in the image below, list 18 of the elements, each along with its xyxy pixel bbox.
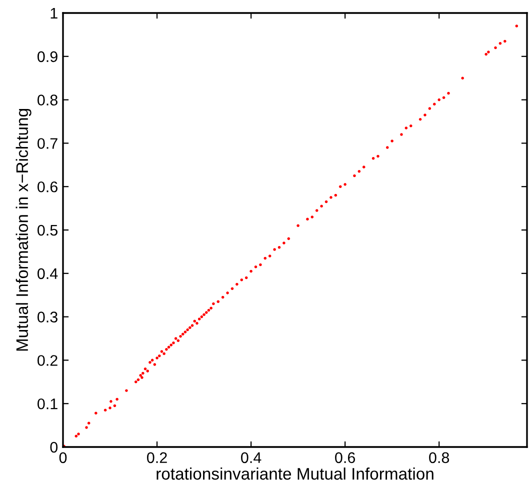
y-tick-label: 0.2 [38, 355, 58, 366]
x-tick-label: 0.6 [335, 452, 356, 464]
y-axis-title: Mutual Information in x−Richtung [16, 109, 32, 351]
y-tick-label: 0.5 [38, 224, 58, 236]
y-tick-label: 0 [50, 442, 58, 453]
y-tick-label: 0.7 [38, 138, 58, 149]
x-tick-label: 0.4 [241, 452, 262, 464]
x-tick-label: 0.2 [147, 452, 167, 464]
y-tick-label: 0.9 [38, 51, 58, 62]
y-tick-label: 0.1 [38, 398, 58, 410]
y-tick-label: 0.3 [38, 312, 58, 322]
y-tick-label: 0.6 [38, 181, 58, 192]
x-tick-label: 0.8 [429, 452, 450, 464]
x-tick-label: 0 [59, 452, 67, 464]
y-tick-label: 0.8 [38, 94, 58, 106]
x-axis-title: rotationsinvariante Mutual Information [156, 467, 434, 480]
y-tick-label: 1 [50, 8, 58, 19]
y-tick-label: 0.4 [38, 268, 58, 280]
